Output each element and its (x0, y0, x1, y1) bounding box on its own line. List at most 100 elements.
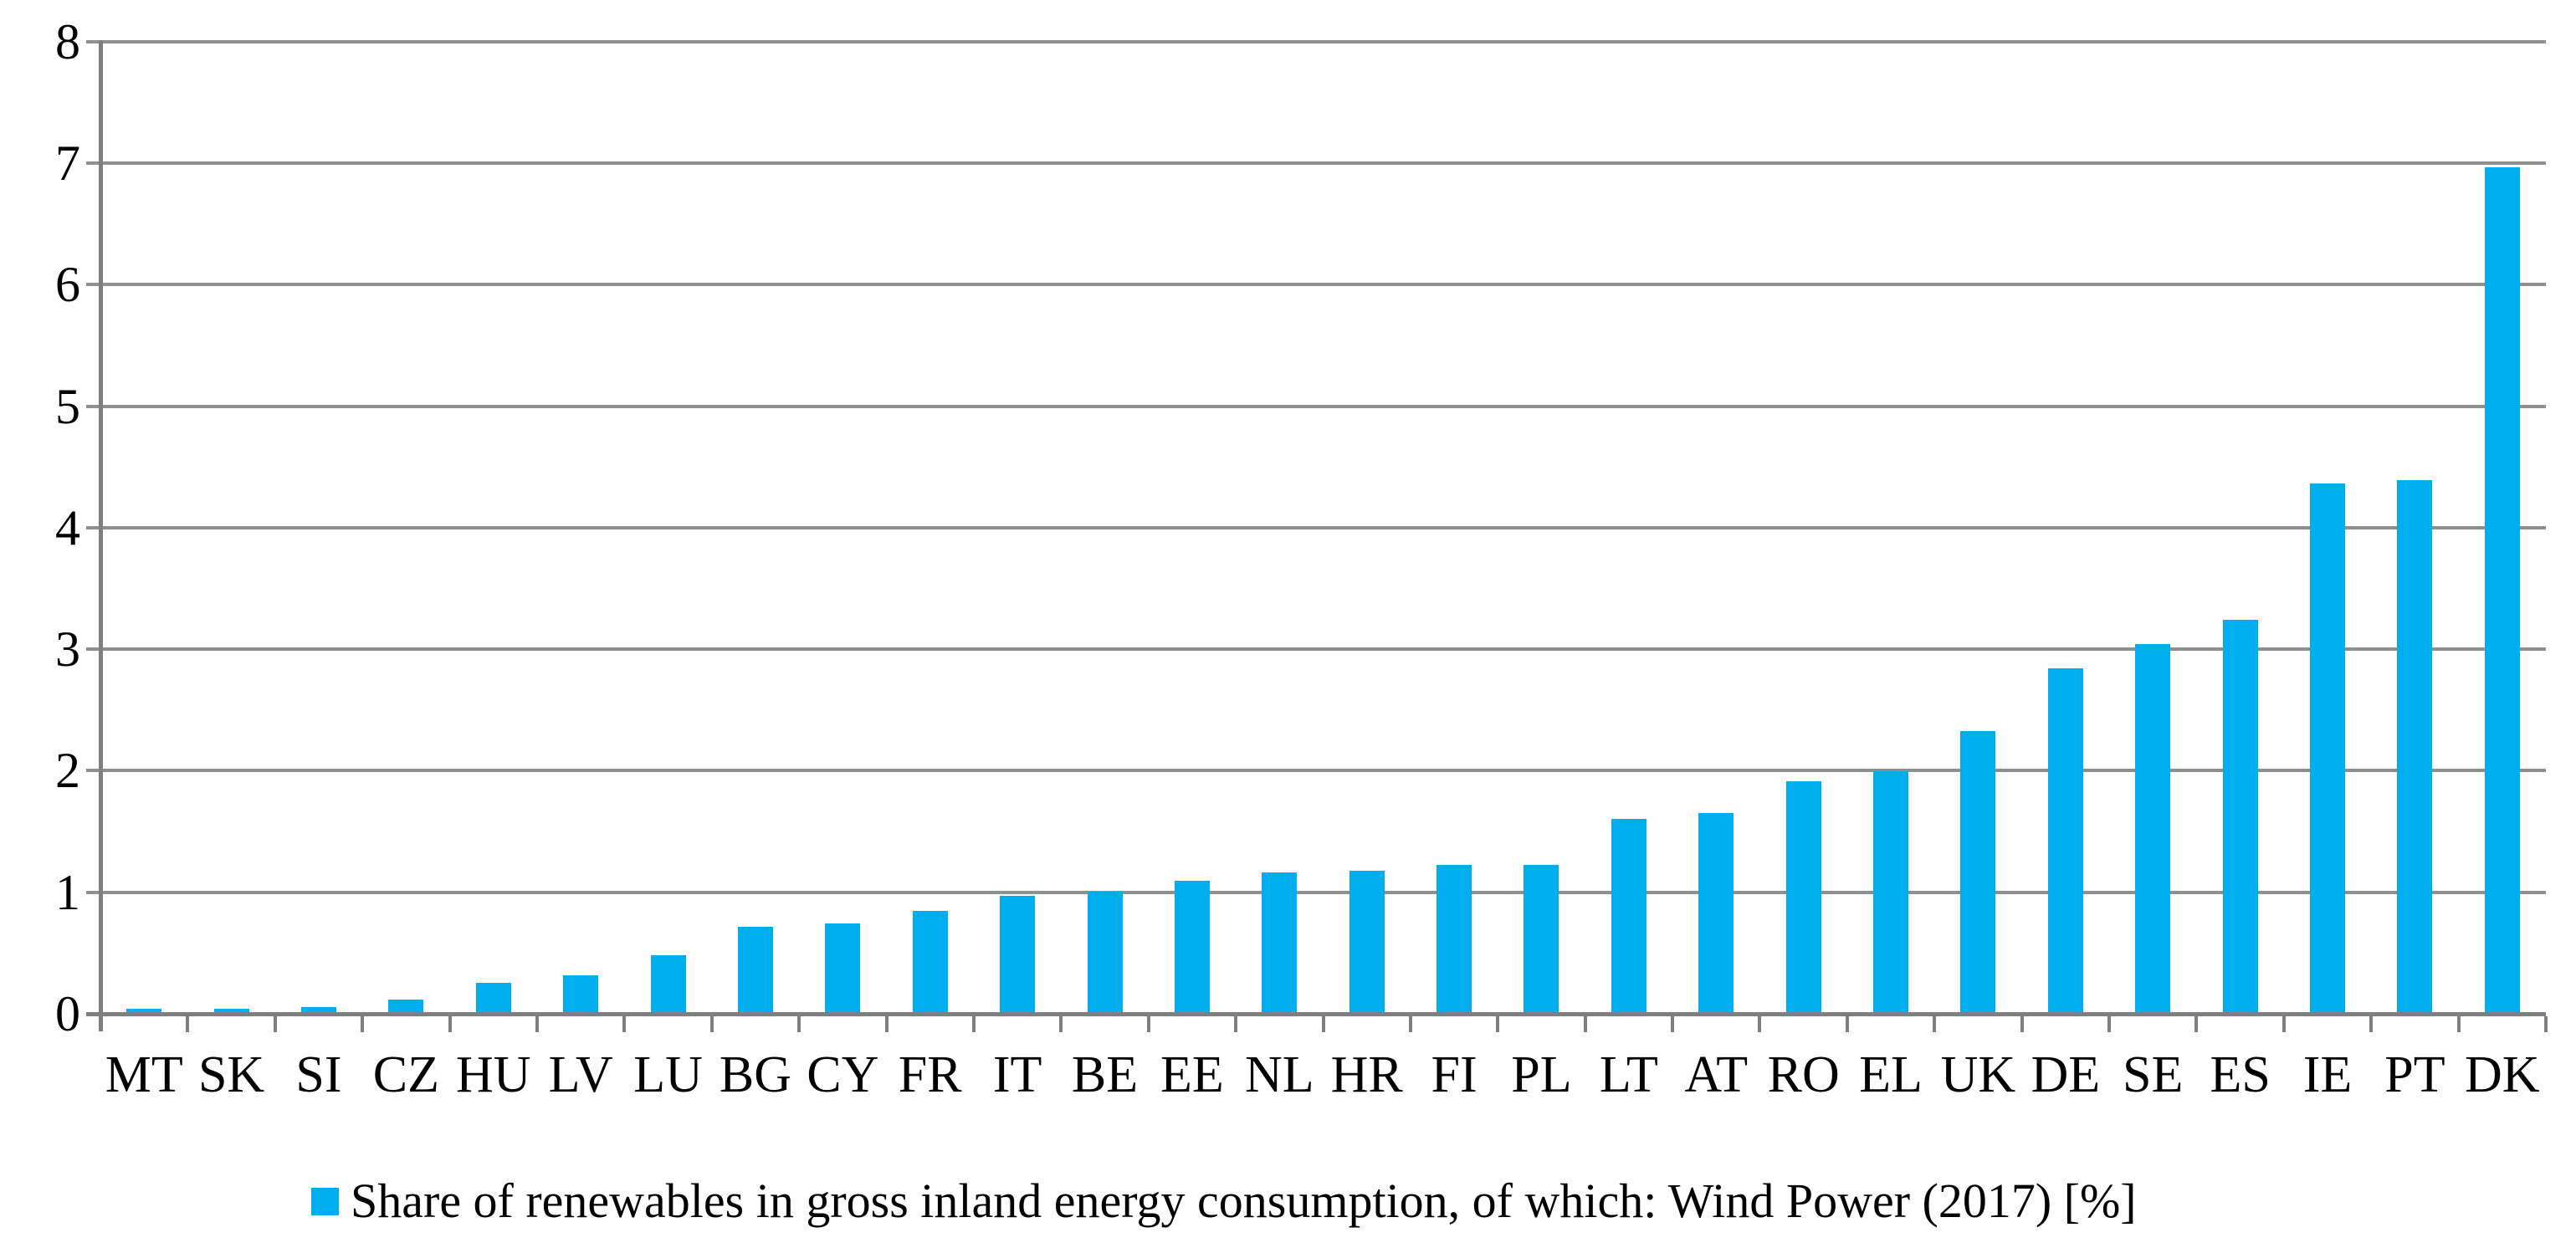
x-axis-tick (1671, 1016, 1675, 1032)
bar-dk (2484, 167, 2520, 1012)
gridline (86, 525, 2546, 529)
x-axis-label-hr: HR (1330, 1046, 1403, 1103)
x-axis-label-pl: PL (1511, 1046, 1572, 1103)
x-axis-label-de: DE (2031, 1046, 2101, 1103)
legend-swatch (311, 1187, 339, 1215)
x-axis-tick (1059, 1016, 1063, 1032)
x-axis-tick (1234, 1016, 1238, 1032)
bar-at (1698, 812, 1734, 1012)
gridline (86, 647, 2546, 652)
y-axis-tick-label: 3 (55, 621, 80, 678)
x-axis-label-sk: SK (197, 1046, 265, 1103)
bar-hu (475, 983, 511, 1012)
x-axis-tick (709, 1016, 714, 1032)
x-axis-tick (622, 1016, 627, 1032)
y-axis-tick-label: 0 (55, 986, 80, 1041)
x-axis-label-cz: CZ (372, 1046, 439, 1103)
x-axis-tick (2456, 1016, 2461, 1032)
gridline (86, 890, 2546, 894)
x-axis-label-se: SE (2123, 1046, 2184, 1103)
x-axis-tick (971, 1016, 976, 1032)
x-axis-tick (361, 1016, 365, 1032)
gridline (86, 283, 2546, 287)
x-axis-tick (1845, 1016, 1849, 1032)
bar-fr (912, 911, 948, 1012)
y-axis-tick-label: 1 (55, 864, 80, 920)
bar-cy (825, 923, 861, 1012)
bar-nl (1262, 872, 1298, 1012)
bar-ee (1174, 881, 1210, 1012)
x-axis-label-lu: LU (633, 1046, 703, 1103)
x-axis-tick (2544, 1016, 2548, 1032)
bar-sk (213, 1008, 249, 1012)
bar-si (300, 1007, 336, 1012)
bar-ro (1785, 780, 1821, 1012)
x-axis-label-nl: NL (1244, 1046, 1314, 1103)
y-axis-tick-label: 6 (55, 257, 80, 313)
x-axis-label-mt: MT (105, 1046, 183, 1103)
bar-lt (1611, 818, 1646, 1012)
x-axis-tick (884, 1016, 889, 1032)
y-axis-tick-label: 5 (55, 378, 80, 434)
x-axis-tick (273, 1016, 277, 1032)
x-axis-label-bg: BG (719, 1046, 792, 1103)
x-axis-tick (2020, 1016, 2024, 1032)
bar-lu (650, 954, 686, 1012)
x-axis-label-dk: DK (2465, 1046, 2540, 1103)
bar-pt (2397, 479, 2433, 1012)
x-axis-label-fr: FR (898, 1046, 962, 1103)
bar-be (1087, 892, 1123, 1012)
x-axis-baseline (86, 1012, 2546, 1016)
y-axis-tick-label: 2 (55, 743, 80, 799)
x-axis-label-lt: LT (1599, 1046, 1658, 1103)
bar-hr (1349, 871, 1385, 1012)
x-axis-label-ro: RO (1767, 1046, 1840, 1103)
x-axis-label-be: BE (1071, 1046, 1139, 1103)
x-axis-tick (535, 1016, 539, 1032)
x-axis-label-uk: UK (1940, 1046, 2016, 1103)
legend-label: Share of renewables in gross inland ener… (351, 1174, 2137, 1228)
gridline (86, 39, 2546, 43)
x-axis-tick (1583, 1016, 1587, 1032)
y-axis-line (99, 39, 103, 1031)
x-axis-tick (1758, 1016, 1762, 1032)
x-axis-tick (1496, 1016, 1500, 1032)
legend: Share of renewables in gross inland ener… (311, 1171, 2137, 1231)
bar-lv (563, 975, 599, 1012)
x-axis-label-ee: EE (1160, 1046, 1224, 1103)
x-axis-label-si: SI (295, 1046, 342, 1103)
gridline (86, 404, 2546, 408)
x-axis-tick (2282, 1016, 2286, 1032)
bar-se (2135, 643, 2171, 1012)
x-axis-label-at: AT (1684, 1046, 1749, 1103)
gridline (86, 161, 2546, 165)
bar-mt (126, 1008, 162, 1012)
x-axis-label-fi: FI (1431, 1046, 1477, 1103)
x-axis-label-ie: IE (2302, 1046, 2353, 1103)
bar-el (1873, 771, 1909, 1012)
x-axis-tick (2107, 1016, 2112, 1032)
y-axis-tick-label: 7 (55, 135, 80, 191)
x-axis-label-el: EL (1859, 1046, 1923, 1103)
x-axis-tick (2369, 1016, 2374, 1032)
x-axis-label-pt: PT (2384, 1046, 2445, 1103)
y-axis-tick-label: 4 (55, 499, 80, 555)
bar-de (2047, 667, 2083, 1012)
bar-fi (1437, 865, 1472, 1012)
y-axis-tick-label: 8 (55, 13, 80, 69)
x-axis-label-it: IT (992, 1046, 1042, 1103)
x-axis-tick (2194, 1016, 2199, 1032)
bar-ie (2310, 483, 2346, 1012)
bar-pl (1524, 865, 1559, 1012)
x-axis-label-lv: LV (548, 1046, 613, 1103)
x-axis-tick (797, 1016, 801, 1032)
x-axis-tick (1321, 1016, 1325, 1032)
bar-uk (1960, 731, 1996, 1012)
gridline (86, 769, 2546, 773)
bar-es (2222, 619, 2258, 1012)
x-axis-tick (448, 1016, 452, 1032)
x-axis-tick (1408, 1016, 1412, 1032)
x-axis-tick (1146, 1016, 1150, 1032)
x-axis-tick (1933, 1016, 1937, 1032)
